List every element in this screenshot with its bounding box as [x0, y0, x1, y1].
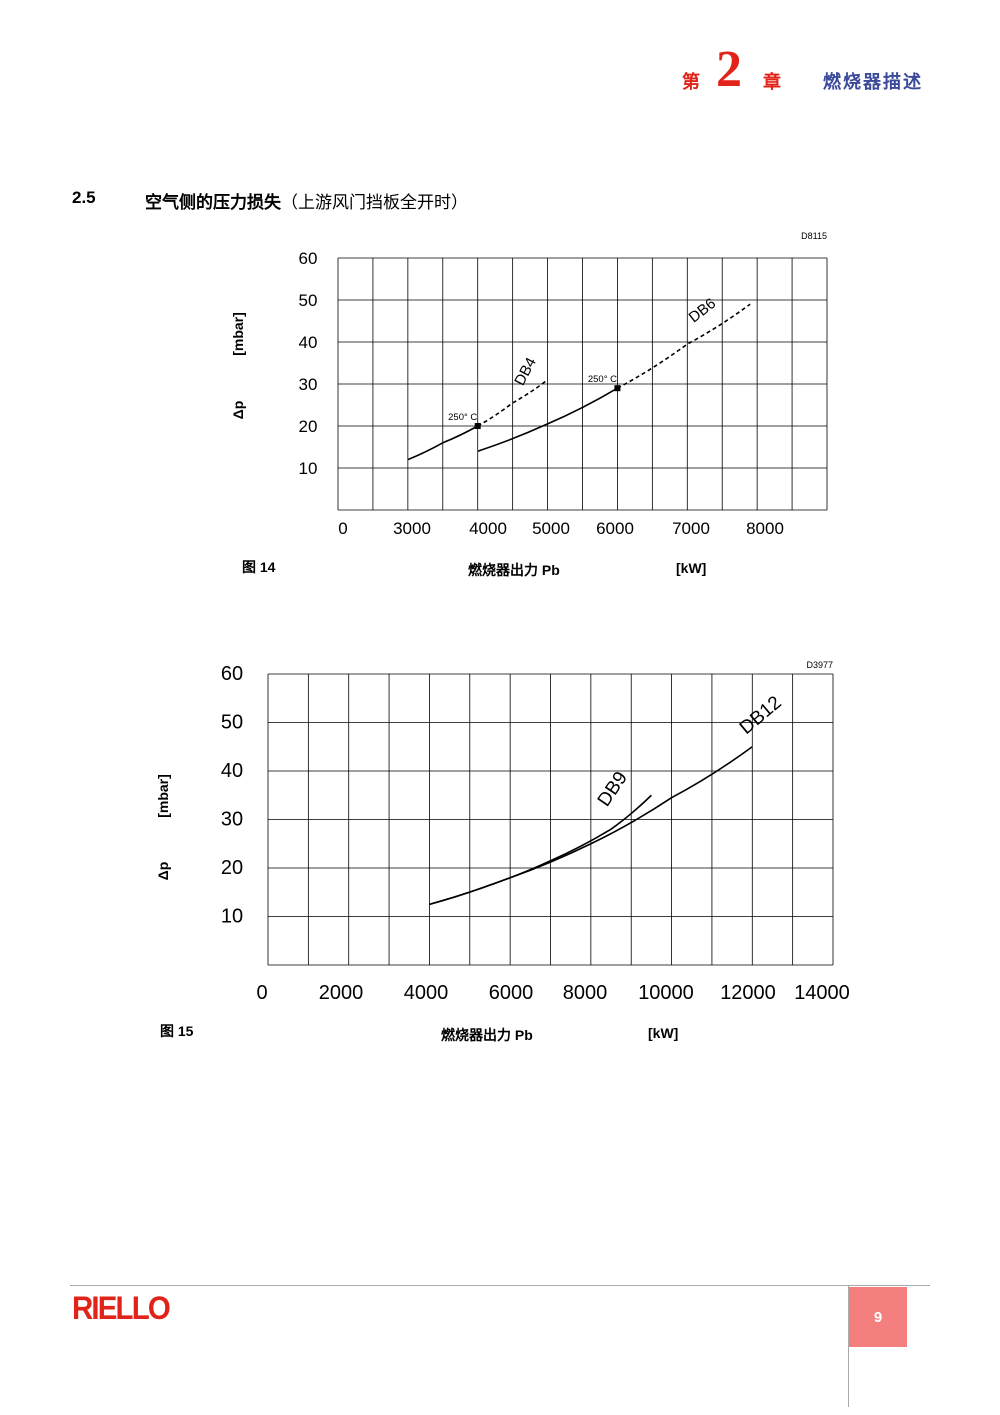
temperature-annotation: 250° C: [448, 412, 477, 423]
y-tick-label: 50: [221, 712, 243, 734]
y-axis-label: Δp: [230, 401, 246, 420]
page-number: 9: [873, 1309, 883, 1326]
chapter-title: 燃烧器描述: [823, 72, 923, 92]
temperature-annotation: 250° C: [588, 374, 617, 385]
chapter-number: 2: [716, 41, 742, 98]
series-line-db6-solid: [477, 387, 618, 452]
series-label-db12: DB12: [736, 692, 786, 739]
series-line-db12-solid: [429, 746, 753, 906]
x-tick-label: 12000: [720, 982, 776, 1004]
figure-15-label: 图 15: [160, 1023, 194, 1039]
x-tick-label: 2000: [319, 982, 364, 1004]
y-tick-label: 50: [299, 291, 318, 310]
x-tick-label: 0: [256, 982, 267, 1004]
x-tick-label: 4000: [404, 982, 449, 1004]
chart-15-svg: 60 50 40 30 20 10 0 2000 4000 6000 8000 10000 12000 1…: [155, 660, 850, 1004]
y-axis-label: Δp: [155, 862, 171, 881]
x-tick-label: 8000: [746, 519, 784, 538]
x-tick-label: 6000: [489, 982, 534, 1004]
x-tick-label: 4000: [469, 519, 507, 538]
y-tick-label: 20: [221, 857, 243, 879]
chart-code: D3977: [806, 660, 833, 670]
chapter-suffix: 章: [763, 72, 781, 92]
footer-vertical-divider: [848, 1285, 849, 1407]
temperature-marker: [474, 423, 481, 429]
y-tick-label: 30: [221, 809, 243, 831]
x-tick-label: 7000: [672, 519, 710, 538]
footer-divider: [70, 1285, 930, 1286]
x-tick-label: 3000: [393, 519, 431, 538]
figure-14-label: 图 14: [242, 559, 276, 575]
series-line-db4-solid: [407, 425, 479, 461]
series-label-db4: DB4: [511, 355, 540, 389]
chart-14-x-axis-unit: [kW]: [676, 560, 707, 576]
chart-15-x-axis-unit: [kW]: [648, 1025, 679, 1041]
y-axis-unit: [mbar]: [230, 312, 246, 356]
y-tick-label: 40: [221, 760, 243, 782]
y-tick-label: 60: [299, 249, 318, 268]
y-tick-label: 60: [221, 663, 243, 685]
y-axis-unit: [mbar]: [155, 774, 171, 818]
y-tick-label: 10: [299, 459, 318, 478]
y-tick-label: 20: [299, 417, 318, 436]
x-tick-label: 0: [338, 519, 347, 538]
temperature-marker: [614, 385, 621, 392]
x-tick-label: 6000: [596, 519, 634, 538]
y-tick-label: 10: [221, 906, 243, 928]
x-tick-label: 14000: [794, 982, 850, 1004]
series-line-db6-dashed: [617, 303, 751, 389]
series-line-db9-solid: [429, 794, 652, 906]
chart-14-x-axis-label: 燃烧器出力 Pb: [468, 562, 560, 578]
page-number-box: [849, 1287, 907, 1347]
riello-logo: RIELLO: [72, 1290, 171, 1326]
series-label-db9: DB9: [594, 768, 632, 810]
chart-code: D8115: [801, 231, 827, 241]
series-line-db4-dashed: [477, 379, 549, 427]
chart-14-svg: 60 50 40 30 20 10 0 3000 4000 5000 6000 7000 8000 Δp […: [230, 231, 828, 538]
section-subtitle: （上游风门挡板全开时）: [281, 193, 468, 212]
x-tick-label: 10000: [638, 982, 694, 1004]
y-tick-label: 30: [299, 375, 318, 394]
section-number: 2.5: [72, 188, 96, 207]
y-tick-label: 40: [299, 333, 318, 352]
chart-15-x-axis-label: 燃烧器出力 Pb: [441, 1027, 533, 1043]
x-tick-label: 8000: [563, 982, 608, 1004]
chapter-prefix: 第: [682, 72, 700, 92]
x-tick-label: 5000: [532, 519, 570, 538]
section-heading: 空气侧的压力损失（上游风门挡板全开时）: [145, 188, 468, 213]
section-title: 空气侧的压力损失: [145, 193, 281, 212]
